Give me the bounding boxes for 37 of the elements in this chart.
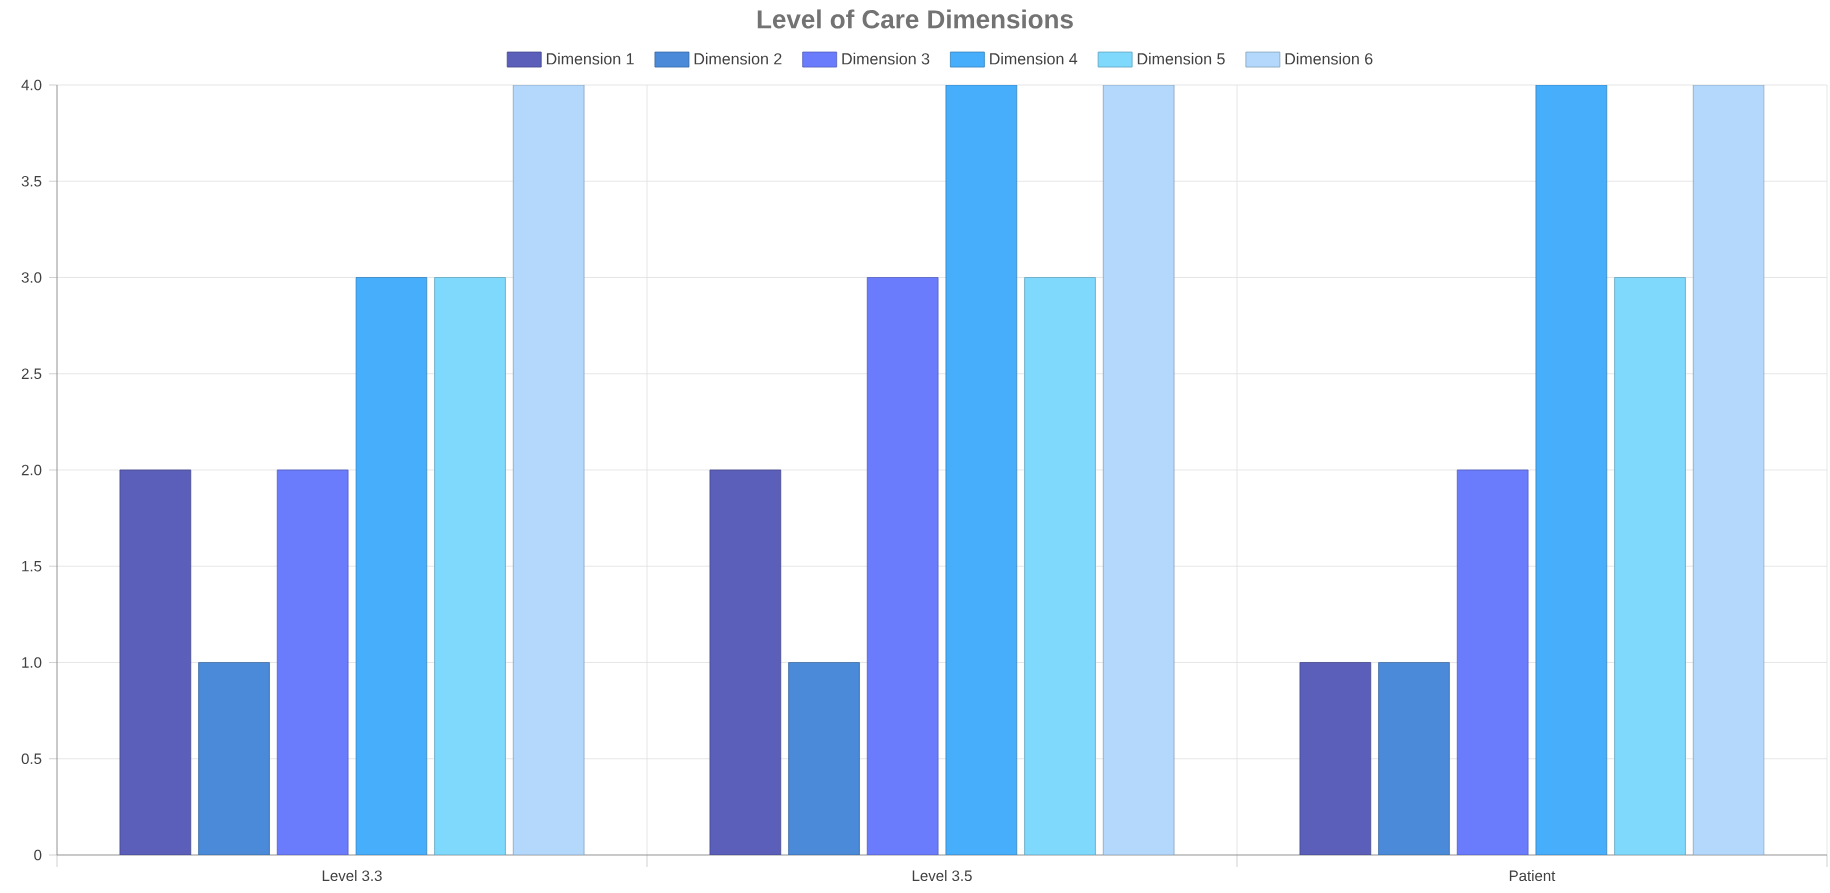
y-tick-label: 0 — [34, 849, 42, 861]
chart-title: Level of Care Dimensions — [757, 9, 1073, 29]
bar — [512, 84, 585, 855]
y-tick-label: 1.0 — [22, 657, 42, 668]
bar — [945, 84, 1018, 855]
y-tick-label: 2.0 — [21, 464, 42, 476]
bar — [119, 469, 192, 855]
y-tick-label: 3.5 — [21, 175, 42, 187]
bar — [1614, 277, 1686, 855]
y-tick-label: 4.0 — [21, 79, 42, 91]
bar — [276, 469, 349, 855]
bar — [198, 662, 270, 855]
legend-label: Dimension 1 — [546, 52, 634, 65]
bar — [1456, 469, 1529, 855]
bar — [1692, 84, 1765, 855]
x-tick-label: Patient — [1509, 870, 1556, 882]
bar — [1535, 84, 1608, 855]
legend-label: Dimension 6 — [1285, 52, 1373, 65]
bar — [788, 662, 860, 855]
bar — [866, 277, 939, 855]
legend-label: Dimension 2 — [694, 52, 782, 65]
bar — [1378, 662, 1450, 855]
y-tick-label: 0.5 — [21, 753, 42, 765]
legend-label: Dimension 4 — [990, 52, 1078, 65]
bar — [1024, 277, 1096, 855]
bar — [355, 277, 428, 855]
bar — [1102, 84, 1175, 855]
x-tick-label: Level 3.5 — [912, 870, 972, 882]
bar — [434, 277, 506, 855]
x-tick-label: Level 3.3 — [322, 870, 382, 882]
bar — [1299, 662, 1372, 855]
y-tick-label: 2.5 — [21, 368, 42, 380]
legend-label: Dimension 3 — [842, 52, 930, 65]
y-tick-label: 3.0 — [21, 272, 42, 283]
legend-label: Dimension 5 — [1137, 52, 1225, 65]
bar — [709, 469, 782, 855]
y-tick-label: 1.5 — [22, 561, 42, 572]
